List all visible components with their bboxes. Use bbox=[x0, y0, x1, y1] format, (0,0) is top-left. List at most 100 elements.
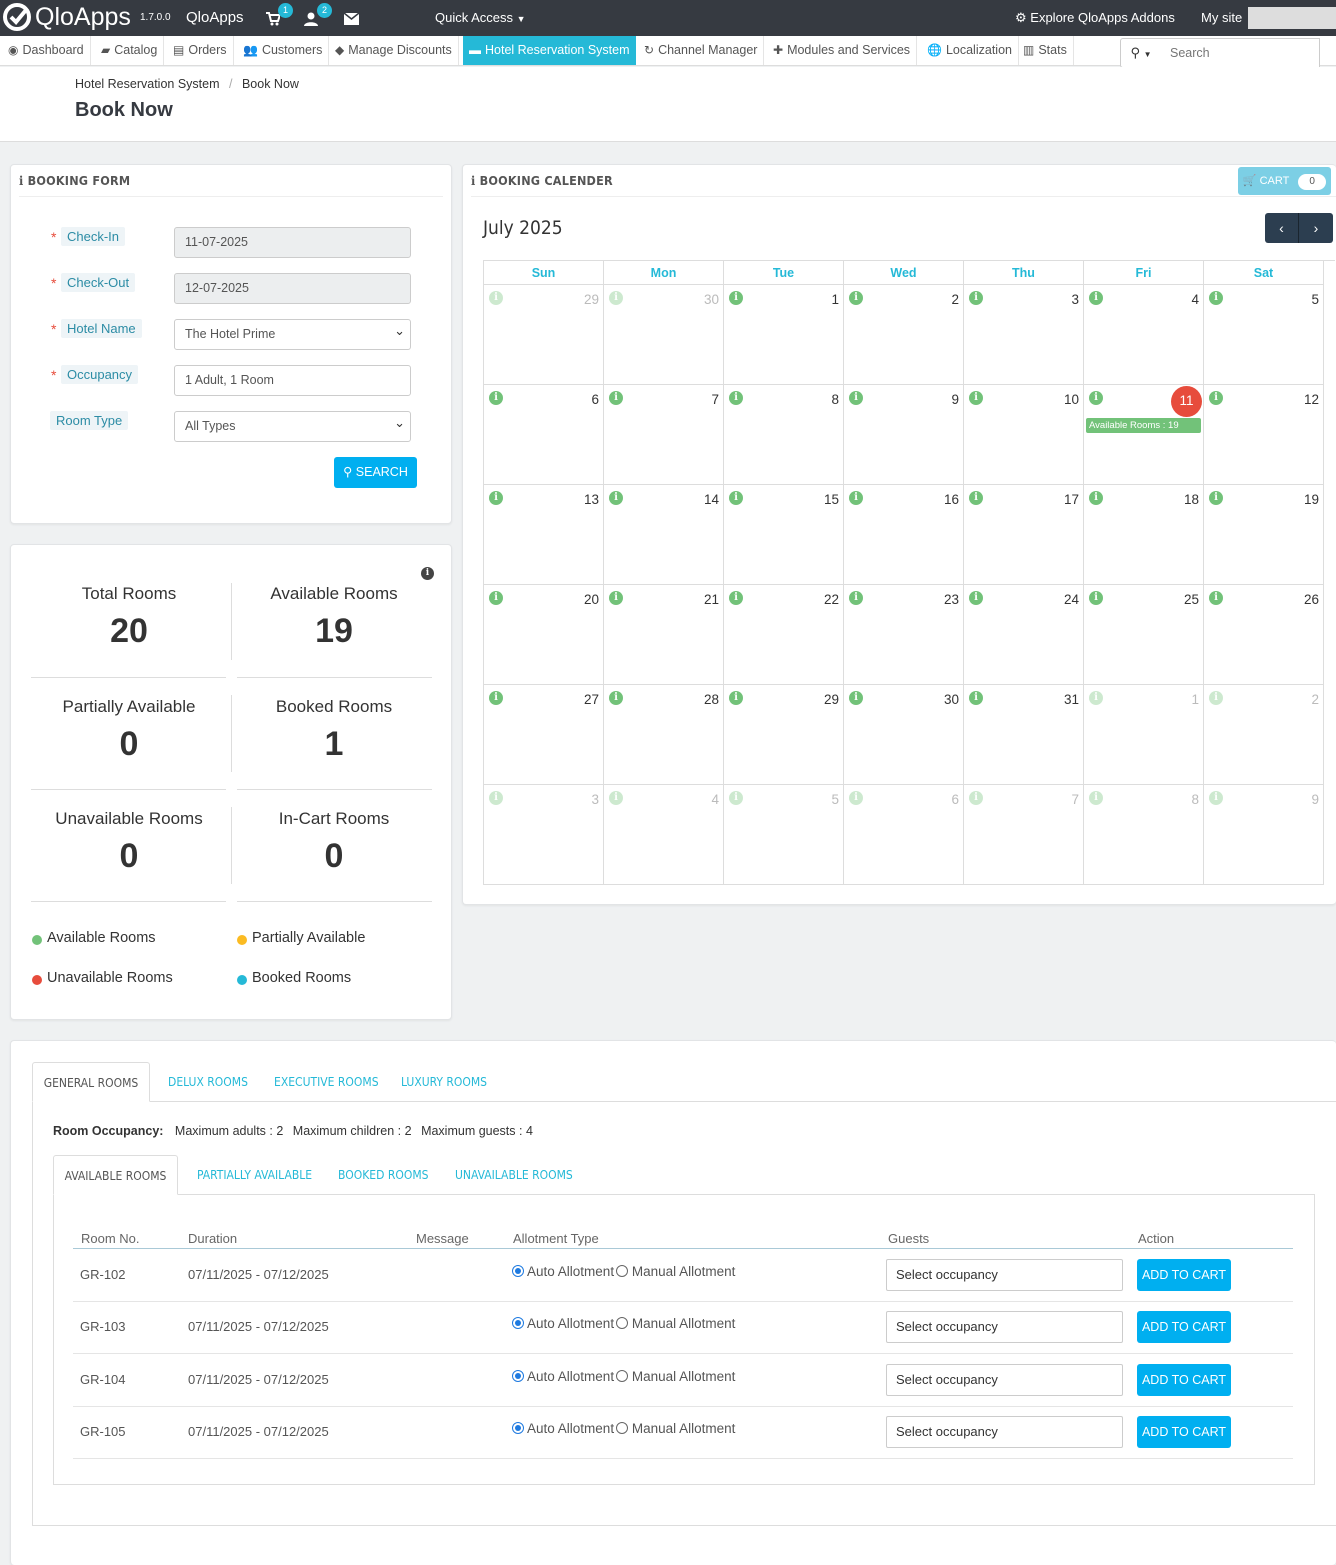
nav-manage-discounts[interactable]: ◆ Manage Discounts bbox=[329, 36, 459, 65]
nav-customers[interactable]: 👥 Customers bbox=[237, 36, 330, 65]
checkout-input[interactable]: 12-07-2025 bbox=[174, 273, 411, 304]
nav-catalog[interactable]: ▰ Catalog bbox=[95, 36, 165, 65]
info-icon[interactable]: i bbox=[729, 491, 743, 505]
manual-allotment-radio[interactable] bbox=[616, 1369, 629, 1382]
auto-allotment-radio[interactable] bbox=[512, 1421, 524, 1434]
info-icon[interactable]: i bbox=[1209, 691, 1223, 705]
info-icon[interactable]: i bbox=[1089, 291, 1103, 305]
manual-allotment-radio[interactable] bbox=[616, 1421, 629, 1434]
calendar-day[interactable]: i 21 bbox=[604, 585, 724, 685]
info-icon[interactable]: i bbox=[849, 291, 863, 305]
calendar-day[interactable]: i 13 bbox=[484, 485, 604, 585]
calendar-day[interactable]: i 16 bbox=[844, 485, 964, 585]
info-icon[interactable]: i bbox=[849, 691, 863, 705]
nav-hotel-reservation-system[interactable]: ▬ Hotel Reservation System bbox=[463, 36, 636, 65]
tab-available-rooms[interactable]: AVAILABLE ROOMS bbox=[53, 1155, 178, 1195]
info-icon[interactable]: i bbox=[489, 291, 503, 305]
tab-delux-rooms[interactable]: DELUX ROOMS bbox=[168, 1075, 248, 1089]
info-icon[interactable]: i bbox=[969, 491, 983, 505]
guests-select[interactable]: Select occupancy bbox=[886, 1415, 1123, 1448]
calendar-day[interactable]: i 17 bbox=[964, 485, 1084, 585]
manual-allotment-radio[interactable] bbox=[616, 1265, 629, 1277]
tab-executive-rooms[interactable]: EXECUTIVE ROOMS bbox=[274, 1075, 379, 1089]
info-icon[interactable]: i bbox=[489, 591, 503, 605]
info-icon[interactable]: i bbox=[489, 491, 503, 505]
explore-addons-link[interactable]: ⚙ Explore QloApps Addons bbox=[1015, 0, 1175, 36]
shop-name[interactable]: QloApps bbox=[186, 9, 244, 26]
calendar-day[interactable]: i 15 bbox=[724, 485, 844, 585]
info-icon[interactable]: i bbox=[1089, 691, 1103, 705]
calendar-day[interactable]: i Available Rooms : 19 11 bbox=[1084, 385, 1204, 485]
nav-dashboard[interactable]: ◉ Dashboard bbox=[2, 36, 91, 65]
info-icon[interactable]: i bbox=[969, 791, 983, 805]
info-icon[interactable]: i bbox=[849, 391, 863, 405]
customers-notification[interactable]: 2 bbox=[304, 0, 332, 36]
info-icon[interactable]: i bbox=[1089, 591, 1103, 605]
info-icon[interactable]: i bbox=[969, 391, 983, 405]
info-icon[interactable]: i bbox=[609, 591, 623, 605]
info-icon[interactable]: i bbox=[489, 691, 503, 705]
search-input[interactable] bbox=[1161, 38, 1320, 68]
info-icon[interactable]: i bbox=[1209, 791, 1223, 805]
info-icon[interactable]: i bbox=[489, 391, 503, 405]
search-button[interactable]: ⚲ SEARCH bbox=[334, 457, 417, 488]
search-type-dropdown[interactable]: ⚲ ▼ bbox=[1120, 38, 1162, 68]
calendar-day[interactable]: i 23 bbox=[844, 585, 964, 685]
guests-select[interactable]: Select occupancy bbox=[886, 1311, 1123, 1344]
nav-stats[interactable]: ▥ Stats bbox=[1017, 36, 1074, 65]
calendar-day[interactable]: i 31 bbox=[964, 685, 1084, 785]
calendar-day[interactable]: i 27 bbox=[484, 685, 604, 785]
calendar-day[interactable]: i 26 bbox=[1204, 585, 1324, 685]
calendar-day[interactable]: i 20 bbox=[484, 585, 604, 685]
add-to-cart-button[interactable]: ADD TO CART bbox=[1137, 1363, 1231, 1396]
calendar-day[interactable]: i 22 bbox=[724, 585, 844, 685]
manual-allotment-radio[interactable] bbox=[616, 1317, 629, 1330]
guests-select[interactable]: Select occupancy bbox=[886, 1259, 1123, 1291]
info-icon[interactable]: i bbox=[609, 791, 623, 805]
info-icon[interactable]: i bbox=[969, 691, 983, 705]
info-icon[interactable]: i bbox=[609, 291, 623, 305]
info-icon[interactable]: i bbox=[729, 691, 743, 705]
calendar-day[interactable]: i 18 bbox=[1084, 485, 1204, 585]
tab-luxury-rooms[interactable]: LUXURY ROOMS bbox=[401, 1075, 488, 1089]
info-icon[interactable]: i bbox=[849, 791, 863, 805]
employee-menu[interactable] bbox=[1248, 7, 1336, 29]
calendar-day[interactable]: i 19 bbox=[1204, 485, 1324, 585]
calendar-day[interactable]: i 28 bbox=[604, 685, 724, 785]
info-icon[interactable]: i bbox=[969, 591, 983, 605]
nav-modules[interactable]: ✚ Modules and Services bbox=[767, 36, 918, 65]
info-icon[interactable]: i bbox=[1209, 291, 1223, 305]
info-icon[interactable]: i bbox=[729, 391, 743, 405]
info-icon[interactable]: i bbox=[969, 291, 983, 305]
calendar-day[interactable]: i 30 bbox=[844, 685, 964, 785]
quick-access-dropdown[interactable]: Quick Access ▼ bbox=[435, 0, 526, 37]
my-site-link[interactable]: My site bbox=[1201, 10, 1243, 25]
info-icon[interactable]: i bbox=[849, 491, 863, 505]
info-icon[interactable]: i bbox=[1089, 791, 1103, 805]
room-type-select[interactable]: All Types bbox=[174, 408, 411, 442]
nav-localization[interactable]: 🌐 Localization bbox=[921, 36, 1019, 65]
auto-allotment-radio[interactable] bbox=[512, 1317, 524, 1330]
nav-orders[interactable]: ▤ Orders bbox=[167, 36, 234, 65]
add-to-cart-button[interactable]: ADD TO CART bbox=[1137, 1259, 1231, 1291]
info-icon[interactable]: i bbox=[609, 491, 623, 505]
tab-partially-available[interactable]: PARTIALLY AVAILABLE bbox=[197, 1168, 313, 1182]
info-icon[interactable]: i bbox=[1209, 591, 1223, 605]
occupancy-input[interactable]: 1 Adult, 1 Room bbox=[174, 365, 411, 396]
calendar-day[interactable]: i 25 bbox=[1084, 585, 1204, 685]
info-icon[interactable]: i bbox=[729, 291, 743, 305]
